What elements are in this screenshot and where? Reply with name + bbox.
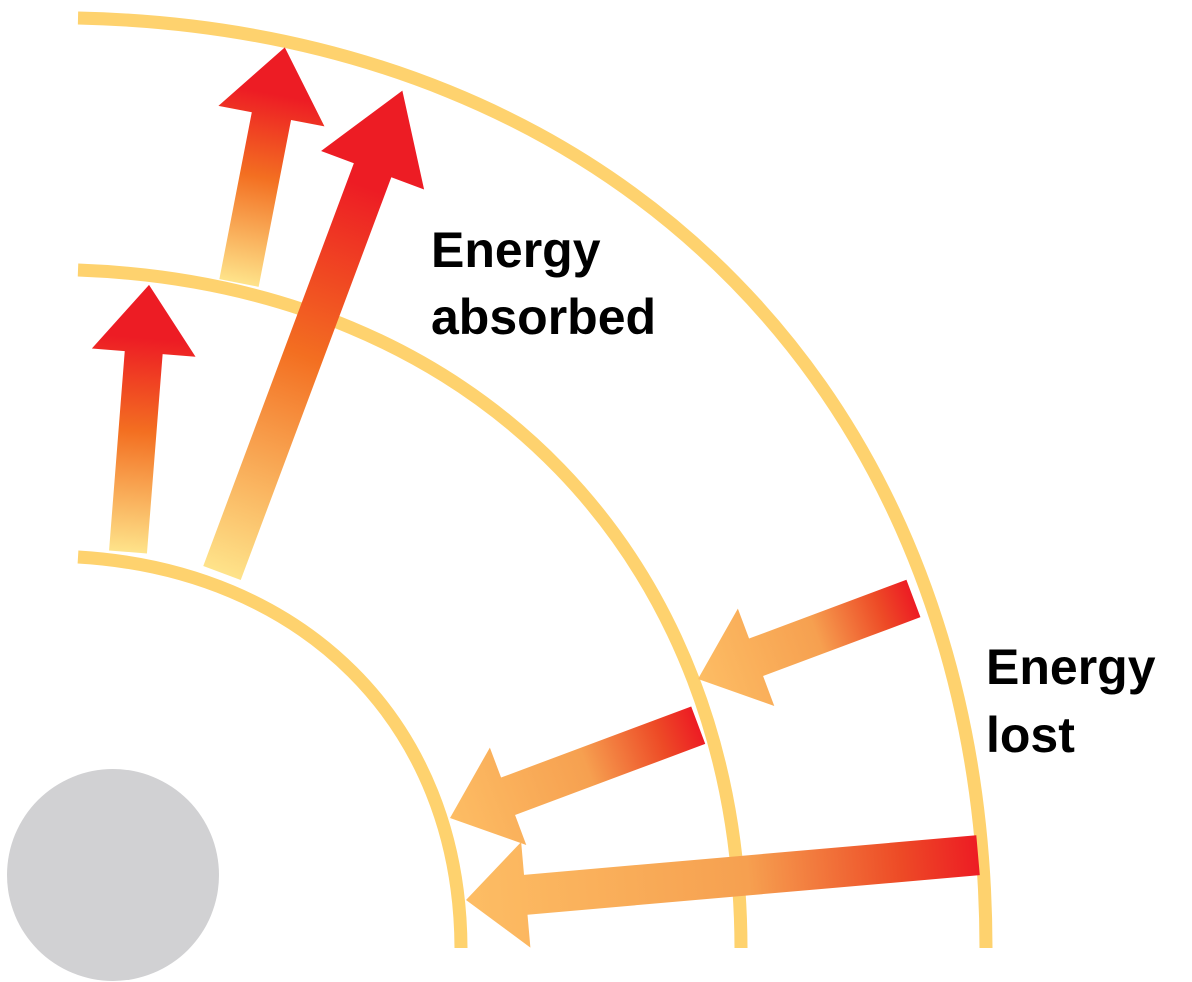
nucleus [7,769,219,981]
orbit-2 [77,263,748,949]
energy-absorbed-line-2: absorbed [431,289,656,345]
energy-lost-line-1: Energy [986,639,1156,695]
energy-lost-line-2: lost [986,707,1075,763]
absorption-arrow-2-to-3 [218,47,325,287]
energy-absorbed-label: Energy absorbed [431,222,656,345]
energy-absorbed-line-1: Energy [431,222,601,278]
orbit-1 [77,550,468,949]
emission-arrow-3-to-2 [698,579,921,706]
absorption-arrow-1-to-2 [91,284,196,554]
orbit-3 [77,11,993,949]
energy-lost-label: Energy lost [986,639,1169,763]
absorption-arrow-1-to-3 [203,90,425,581]
emission-arrow-3-to-1 [466,835,980,948]
emission-arrow-2-to-1 [450,706,706,845]
